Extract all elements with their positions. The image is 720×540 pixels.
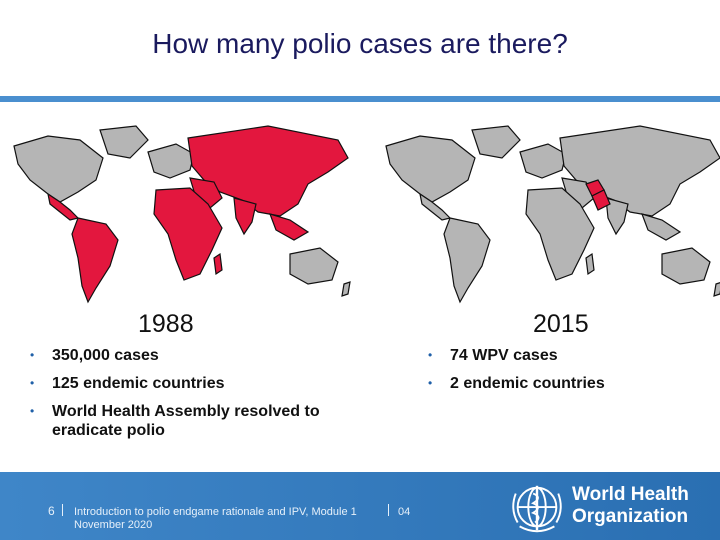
map-north-america — [13, 135, 104, 203]
map-southeast-asia — [641, 213, 682, 241]
slide-title: How many polio cases are there? — [152, 28, 568, 59]
year-label-2015: 2015 — [533, 310, 589, 338]
footer-code: 04 — [398, 506, 411, 518]
footer-separator — [62, 504, 63, 516]
list-item: • 2 endemic countries — [428, 375, 605, 392]
bullet-icon: • — [428, 348, 433, 362]
map-south-america — [71, 217, 119, 304]
map-madagascar — [585, 252, 595, 276]
map-central-america — [419, 192, 452, 221]
map-new-zealand — [341, 281, 351, 297]
bullet-list-1988: • 350,000 cases • 125 endemic countries • W… — [30, 346, 330, 449]
bullet-icon: • — [30, 404, 35, 418]
map-europe — [519, 143, 567, 179]
world-map-2015 — [385, 125, 720, 304]
list-item: • 350,000 cases — [30, 347, 159, 364]
map-africa — [525, 187, 595, 281]
map-india — [605, 197, 629, 236]
map-greenland — [99, 125, 149, 159]
list-item: • World Health Assembly resolved to eradi… — [30, 403, 320, 439]
bullet-icon: • — [30, 348, 35, 362]
footer-bar: 6 Introduction to polio endgame rational… — [0, 472, 720, 540]
map-australia — [289, 247, 339, 285]
world-map-1988 — [13, 125, 351, 304]
map-india — [233, 197, 257, 236]
bullet-icon: • — [428, 376, 433, 390]
footer-caption: Introduction to polio endgame rationale … — [74, 506, 357, 531]
map-africa — [153, 187, 223, 281]
bullet-list-2015: • 74 WPV cases • 2 endemic countries — [428, 346, 708, 402]
map-europe — [147, 143, 195, 179]
map-madagascar — [213, 252, 223, 276]
map-central-america — [47, 192, 80, 221]
map-pakistan — [591, 189, 611, 211]
title-divider — [0, 96, 720, 102]
year-label-1988: 1988 — [138, 310, 194, 338]
map-new-zealand — [713, 282, 720, 297]
footer-separator — [388, 504, 389, 516]
bullet-icon: • — [30, 376, 35, 390]
who-wordmark: World Health Organization — [572, 484, 689, 527]
who-emblem-icon — [512, 485, 562, 533]
map-north-america — [385, 135, 476, 203]
map-greenland — [471, 125, 521, 159]
list-item: • 74 WPV cases — [428, 347, 558, 364]
map-australia — [661, 247, 711, 285]
page-number: 6 — [48, 504, 55, 518]
map-south-america — [443, 217, 491, 304]
list-item: • 125 endemic countries — [30, 375, 225, 392]
map-southeast-asia — [269, 213, 310, 241]
